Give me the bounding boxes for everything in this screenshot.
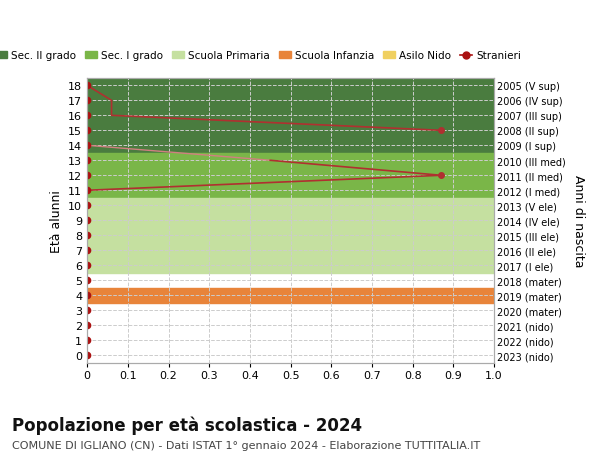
Bar (87, 198, 494, 273)
Bar (87, 288, 494, 303)
Text: COMUNE DI IGLIANO (CN) - Dati ISTAT 1° gennaio 2024 - Elaborazione TUTTITALIA.IT: COMUNE DI IGLIANO (CN) - Dati ISTAT 1° g… (12, 440, 480, 450)
Text: Popolazione per età scolastica - 2024: Popolazione per età scolastica - 2024 (12, 415, 362, 434)
Y-axis label: Anni di nascita: Anni di nascita (572, 174, 585, 267)
Bar (87, 78, 494, 153)
Legend: Sec. II grado, Sec. I grado, Scuola Primaria, Scuola Infanzia, Asilo Nido, Stran: Sec. II grado, Sec. I grado, Scuola Prim… (0, 47, 526, 65)
Bar (87, 153, 494, 198)
Y-axis label: Età alunni: Età alunni (50, 190, 62, 252)
